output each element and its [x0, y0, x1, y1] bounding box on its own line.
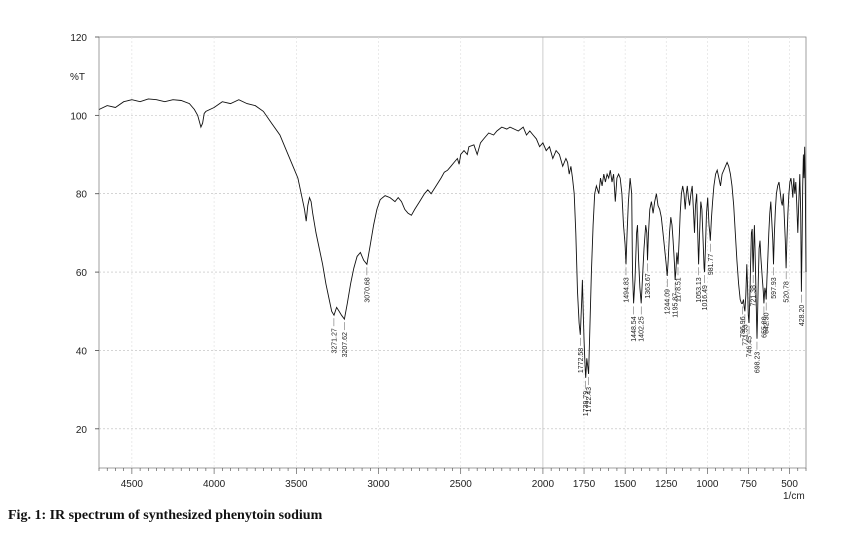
- x-tick-label: 4000: [203, 479, 226, 490]
- x-tick-label: 1500: [614, 479, 637, 490]
- x-tick-label: 2000: [532, 479, 555, 490]
- peak-label: 1195.87: [673, 293, 680, 318]
- peak-label: 3070.68: [364, 277, 371, 302]
- peak-label: 655.80: [761, 316, 768, 338]
- peak-label: 1772.58: [578, 348, 585, 373]
- y-tick-label: 80: [76, 190, 88, 201]
- ir-spectrum-chart: 4500 4000 3500 3000 2500 2000 1750 1500 1250 1000…: [70, 33, 807, 502]
- y-tick-label: 100: [70, 111, 87, 122]
- y-axis-label: %T: [70, 72, 85, 83]
- x-tick-label: 3500: [285, 479, 308, 490]
- spectrum-line: [98, 98, 807, 378]
- x-tick-label: 1000: [696, 479, 719, 490]
- y-axis-ticks: 20 40 60 80 100 120: [70, 33, 99, 436]
- peak-label: 1178.51: [676, 277, 683, 302]
- y-tick-label: 60: [76, 268, 88, 279]
- peak-label: 1363.67: [645, 273, 652, 298]
- x-tick-label: 750: [740, 479, 757, 490]
- x-tick-label: 2500: [450, 479, 473, 490]
- x-tick-label: 500: [781, 479, 798, 490]
- peak-labels: 3271.27 3207.62 3070.68 1772.58 1739.791722.…: [331, 243, 806, 416]
- grid: [99, 37, 806, 468]
- peak-label: 771.53: [742, 324, 749, 346]
- peak-label: 1053.13: [696, 277, 703, 302]
- x-tick-label: 3000: [367, 479, 390, 490]
- y-tick-label: 40: [76, 346, 88, 357]
- peak-label: 746.45: [747, 336, 754, 358]
- peak-label: 721.38: [751, 285, 758, 307]
- x-axis-label: 1/cm: [783, 491, 805, 502]
- peak-label: 1448.54: [631, 316, 638, 341]
- x-axis-ticks: 4500 4000 3500 3000 2500 2000 1750 1500 1250 1000…: [98, 468, 807, 490]
- peak-label: 1739.79: [583, 391, 590, 416]
- peak-label: 3207.62: [342, 332, 349, 357]
- y-tick-label: 120: [70, 33, 87, 44]
- peak-label: 520.78: [784, 281, 791, 303]
- peak-label: 1722.43: [586, 387, 593, 412]
- peak-label: 642.30: [764, 312, 771, 334]
- plot-area: [98, 36, 807, 469]
- peak-label: 786.96: [740, 316, 747, 338]
- peak-label: 981.77: [708, 254, 715, 276]
- peak-label: 428.20: [799, 305, 806, 327]
- peak-label: 3271.27: [331, 328, 338, 353]
- x-tick-label: 1750: [573, 479, 596, 490]
- peak-label: 597.93: [771, 277, 778, 299]
- peak-label: 1244.09: [665, 289, 672, 314]
- x-tick-label: 4500: [121, 479, 144, 490]
- peak-label: 1494.83: [624, 277, 631, 302]
- peak-label: 1402.25: [639, 316, 646, 341]
- peak-label: 1016.49: [702, 285, 709, 310]
- y-tick-label: 20: [76, 425, 88, 436]
- figure-caption: Fig. 1: IR spectrum of synthesized pheny…: [8, 508, 323, 523]
- peak-label: 698.23: [755, 352, 762, 374]
- x-tick-label: 1250: [655, 479, 678, 490]
